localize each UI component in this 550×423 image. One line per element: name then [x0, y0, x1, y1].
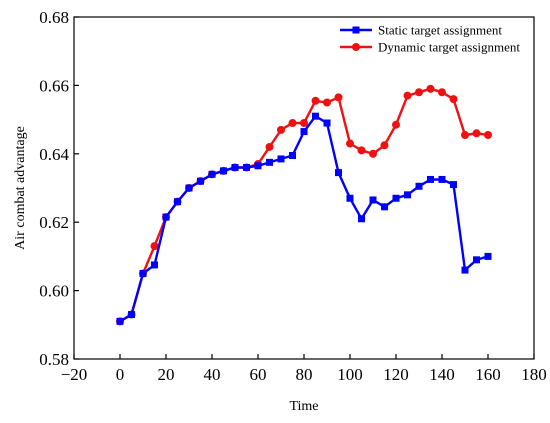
legend-marker: [352, 43, 360, 51]
legend-items: Static target assignment Dynamic target a…: [340, 23, 520, 55]
data-point: [450, 181, 457, 189]
legend-item: Dynamic target assignment: [340, 40, 520, 55]
axis-ticks: −20 0 20 40 60 80 100 120 140 160 180 0.58 0.60 0.62 0…: [39, 8, 547, 384]
data-point: [162, 213, 170, 221]
x-tick-label: 0: [116, 365, 125, 384]
series-1: [116, 84, 492, 326]
data-point: [288, 119, 297, 128]
data-point: [174, 198, 181, 206]
data-point: [185, 184, 193, 192]
data-point: [300, 128, 308, 136]
legend-label: Static target assignment: [378, 23, 502, 38]
data-point: [311, 96, 320, 105]
data-point: [150, 242, 159, 251]
data-point: [312, 112, 319, 120]
x-tick-label: 160: [475, 365, 501, 384]
legend-label: Dynamic target assignment: [378, 40, 520, 55]
data-point: [277, 125, 285, 134]
chart-marks: [116, 84, 492, 326]
data-point: [473, 256, 480, 264]
y-tick-label: 0.62: [39, 213, 69, 232]
plot-frame: [73, 16, 535, 360]
x-tick-label: 20: [158, 365, 175, 384]
data-point: [139, 270, 147, 277]
data-point: [403, 91, 412, 100]
data-point: [369, 196, 377, 204]
data-point: [300, 119, 308, 128]
legend: Static target assignment Dynamic target a…: [335, 20, 530, 58]
legend-background: [335, 20, 530, 58]
data-point: [438, 88, 446, 97]
data-point: [220, 167, 227, 175]
x-tick-label: 60: [250, 365, 267, 384]
data-point: [392, 194, 400, 202]
data-point: [266, 158, 273, 166]
x-tick-label: 180: [521, 365, 547, 384]
data-point: [323, 119, 331, 127]
data-point: [335, 169, 342, 177]
data-point: [426, 84, 435, 93]
data-point: [116, 317, 124, 325]
y-tick-label: 0.66: [39, 76, 69, 95]
data-point: [461, 130, 469, 139]
data-point: [380, 141, 389, 150]
data-point: [381, 203, 388, 211]
data-point: [358, 215, 365, 223]
data-point: [277, 155, 285, 163]
data-point: [415, 88, 423, 97]
data-point: [265, 142, 274, 151]
data-point: [438, 175, 446, 183]
data-point: [208, 170, 216, 178]
data-point: [357, 146, 366, 155]
y-axis-label: Air combat advantage: [13, 126, 28, 250]
data-point: [243, 163, 250, 171]
data-point: [449, 95, 458, 104]
data-point: [369, 149, 377, 158]
data-point: [254, 162, 262, 170]
data-point: [427, 175, 434, 183]
data-point: [484, 252, 492, 260]
x-tick-label: 120: [383, 365, 409, 384]
data-point: [231, 163, 239, 171]
x-axis-label: Time: [289, 399, 318, 414]
y-tick-label: 0.68: [39, 8, 69, 27]
x-tick-label: 40: [204, 365, 221, 384]
data-point: [415, 182, 423, 190]
data-point: [404, 191, 411, 199]
legend-item: Static target assignment: [340, 23, 502, 38]
series-line: [119, 114, 489, 323]
x-tick-label: 80: [296, 365, 313, 384]
data-point: [461, 266, 469, 274]
x-tick-label: −20: [61, 365, 88, 384]
data-point: [151, 261, 158, 269]
x-tick-label: 100: [337, 365, 363, 384]
data-point: [334, 93, 343, 102]
series-0: [116, 112, 492, 325]
data-point: [346, 139, 354, 148]
y-tick-label: 0.58: [39, 350, 69, 369]
x-tick-label: 140: [429, 365, 455, 384]
data-point: [323, 98, 331, 107]
data-point: [392, 120, 400, 129]
data-point: [484, 130, 492, 139]
y-tick-label: 0.60: [39, 282, 69, 301]
data-point: [289, 152, 296, 160]
y-tick-label: 0.64: [39, 145, 69, 164]
data-point: [128, 311, 135, 319]
data-point: [197, 177, 204, 185]
data-point: [346, 194, 354, 202]
data-point: [472, 129, 481, 138]
legend-marker: [352, 26, 360, 34]
